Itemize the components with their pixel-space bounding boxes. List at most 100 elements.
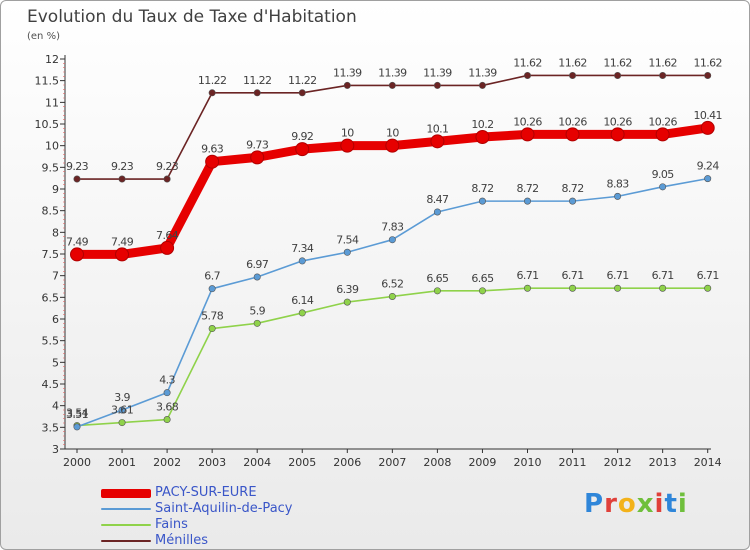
data-label: 10.41 [693, 109, 722, 122]
data-label: 10.26 [648, 115, 677, 128]
legend-swatch [101, 540, 151, 542]
data-point [250, 150, 265, 165]
data-label: 7.49 [111, 235, 134, 248]
data-label: 10 [341, 127, 354, 140]
data-label: 7.83 [381, 221, 404, 234]
data-point [298, 309, 306, 317]
data-label: 7.54 [336, 233, 359, 246]
data-label: 10 [386, 127, 399, 140]
logo-letter: P [584, 489, 605, 519]
data-point [388, 81, 396, 89]
data-label: 6.97 [246, 258, 269, 271]
data-label: 7.34 [291, 242, 314, 255]
data-label: 8.72 [516, 182, 538, 195]
data-point [433, 287, 441, 295]
y-tick-label: 4 [52, 400, 59, 413]
legend-label: Ménilles [155, 533, 209, 548]
x-tick-label: 2012 [604, 456, 632, 469]
data-point [70, 247, 84, 262]
data-point [340, 138, 355, 153]
chart-title: Evolution du Taux de Taxe d'Habitation [27, 7, 357, 27]
data-point [478, 197, 486, 205]
data-point [298, 89, 306, 97]
data-point [385, 138, 400, 153]
data-label: 6.71 [562, 269, 584, 282]
y-tick-label: 10.5 [35, 118, 60, 131]
data-label: 11.62 [648, 56, 677, 69]
data-label: 6.7 [204, 270, 220, 283]
data-point [614, 192, 622, 200]
data-label: 9.92 [291, 130, 313, 143]
y-tick-label: 12 [45, 53, 59, 66]
x-tick-label: 2008 [423, 456, 451, 469]
data-label: 9.23 [111, 160, 134, 173]
data-point [565, 127, 580, 142]
x-tick-label: 2014 [694, 456, 722, 469]
data-label: 3.61 [111, 404, 133, 417]
legend-swatch [101, 508, 151, 510]
x-tick-label: 2003 [198, 456, 226, 469]
data-label: 11.39 [333, 66, 362, 79]
x-tick-label: 2010 [514, 456, 542, 469]
data-point [430, 134, 445, 149]
y-tick-label: 8.5 [42, 205, 60, 218]
data-label: 9.05 [652, 168, 675, 181]
legend-label: Saint-Aquilin-de-Pacy [155, 501, 293, 516]
data-point [704, 284, 712, 292]
data-label: 4.3 [159, 374, 175, 387]
data-label: 11.22 [288, 74, 317, 87]
logo-letter: i [677, 489, 688, 519]
data-point [610, 127, 625, 142]
data-point [208, 325, 216, 333]
data-point [659, 71, 667, 79]
data-label: 8.83 [607, 177, 630, 190]
data-label: 10.26 [603, 115, 632, 128]
y-tick-label: 8 [52, 226, 59, 239]
data-label: 3.51 [66, 408, 88, 421]
data-point [205, 154, 220, 169]
data-point [163, 389, 171, 397]
legend-label: PACY-SUR-EURE [155, 485, 257, 500]
x-tick-label: 2002 [153, 456, 181, 469]
y-tick-label: 6 [52, 313, 59, 326]
x-tick-label: 2004 [243, 456, 271, 469]
data-label: 6.39 [336, 283, 359, 296]
data-label: 6.71 [652, 269, 674, 282]
data-point [388, 236, 396, 244]
data-label: 6.71 [697, 269, 719, 282]
data-point [478, 287, 486, 295]
data-point [115, 247, 130, 262]
data-point [614, 284, 622, 292]
data-label: 6.65 [471, 272, 494, 285]
data-point [614, 71, 622, 79]
data-label: 7.49 [66, 235, 89, 248]
data-point [700, 120, 715, 135]
y-tick-label: 3 [52, 443, 59, 456]
data-point [295, 142, 310, 157]
data-label: 11.39 [423, 66, 452, 79]
data-point [118, 406, 126, 414]
legend-swatch [101, 524, 151, 526]
data-point [208, 285, 216, 293]
data-point [704, 71, 712, 79]
data-label: 11.62 [513, 56, 542, 69]
data-point [253, 273, 261, 281]
data-label: 6.65 [426, 272, 449, 285]
data-label: 7.64 [156, 229, 179, 242]
data-point [118, 175, 126, 183]
data-point [343, 81, 351, 89]
x-tick-label: 2011 [559, 456, 587, 469]
data-point [253, 89, 261, 97]
data-label: 6.71 [516, 269, 538, 282]
data-point [160, 240, 175, 255]
data-point [253, 319, 261, 327]
data-point [659, 284, 667, 292]
y-tick-label: 9 [52, 183, 59, 196]
y-tick-label: 7.5 [42, 248, 60, 261]
data-point [433, 208, 441, 216]
data-point [523, 284, 531, 292]
data-label: 11.22 [198, 74, 227, 87]
data-point [343, 248, 351, 256]
